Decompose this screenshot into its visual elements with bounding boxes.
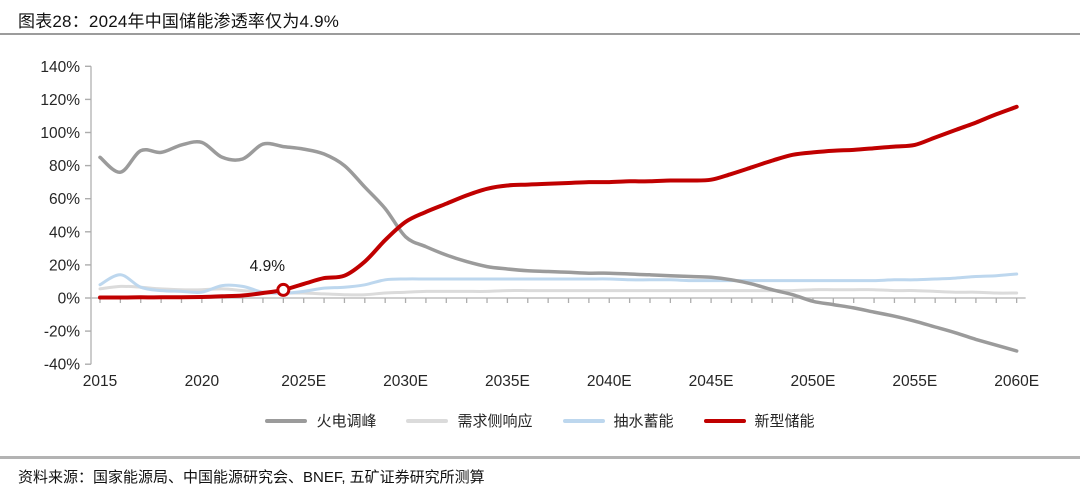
y-tick-label: 80% [49,158,80,175]
source-divider [0,456,1080,459]
series-pumped-hydro-line [98,272,1019,295]
series-new-storage-line [98,104,1019,300]
axes: 140% 120% 100% 80% 60% 40% 20% 0% -20% -40%2015 20… [40,59,1039,390]
legend-label-new-storage: 新型储能 [754,413,815,430]
legend-label-thermal-peaking: 火电调峰 [316,413,377,430]
legend-swatch-pumped-hydro [562,418,605,423]
y-tick-label: 0% [58,291,81,308]
y-tick-label: 60% [49,191,80,208]
chart-legend: 火电调峰 需求侧响应 抽水蓄能 新型储能 [0,410,1080,431]
x-tick-label: 2045E [689,373,734,390]
legend-item-new-storage: 新型储能 [703,410,815,431]
x-tick-label: 2050E [791,373,836,390]
legend-swatch-demand-response [406,418,449,423]
x-tick-label: 2060E [994,373,1039,390]
title-divider [0,33,1080,35]
series-demand-response-line [98,284,1019,297]
x-tick-label: 2035E [485,373,530,390]
y-tick-label: -40% [44,357,80,374]
legend-item-demand-response: 需求侧响应 [406,410,533,431]
series-thermal-peaking-line [98,139,1019,353]
x-tick-label: 2030E [383,373,428,390]
legend-label-demand-response: 需求侧响应 [457,413,533,430]
annotation-marker [276,282,291,297]
x-tick-label: 2040E [587,373,632,390]
legend-swatch-thermal-peaking [265,418,308,423]
x-tick-label: 2055E [892,373,937,390]
legend-item-pumped-hydro: 抽水蓄能 [562,410,674,431]
figure-title: 图表28：2024年中国储能渗透率仅为4.9% [18,12,340,31]
y-tick-label: 120% [40,92,80,109]
x-tick-label: 2025E [281,373,326,390]
y-tick-label: 20% [49,257,80,274]
y-tick-label: 40% [49,224,80,241]
y-tick-label: -20% [44,324,80,341]
legend-swatch-new-storage [703,418,746,423]
source-text: 资料来源：国家能源局、中国能源研究会、BNEF, 五矿证券研究所测算 [18,469,485,486]
legend-item-thermal-peaking: 火电调峰 [265,410,376,431]
x-tick-label: 2020 [185,373,220,390]
x-tick-label: 2015 [83,373,117,390]
annotation-label: 4.9% [250,258,286,275]
y-tick-label: 100% [40,125,80,142]
legend-label-pumped-hydro: 抽水蓄能 [613,413,674,430]
y-tick-label: 140% [40,59,80,76]
